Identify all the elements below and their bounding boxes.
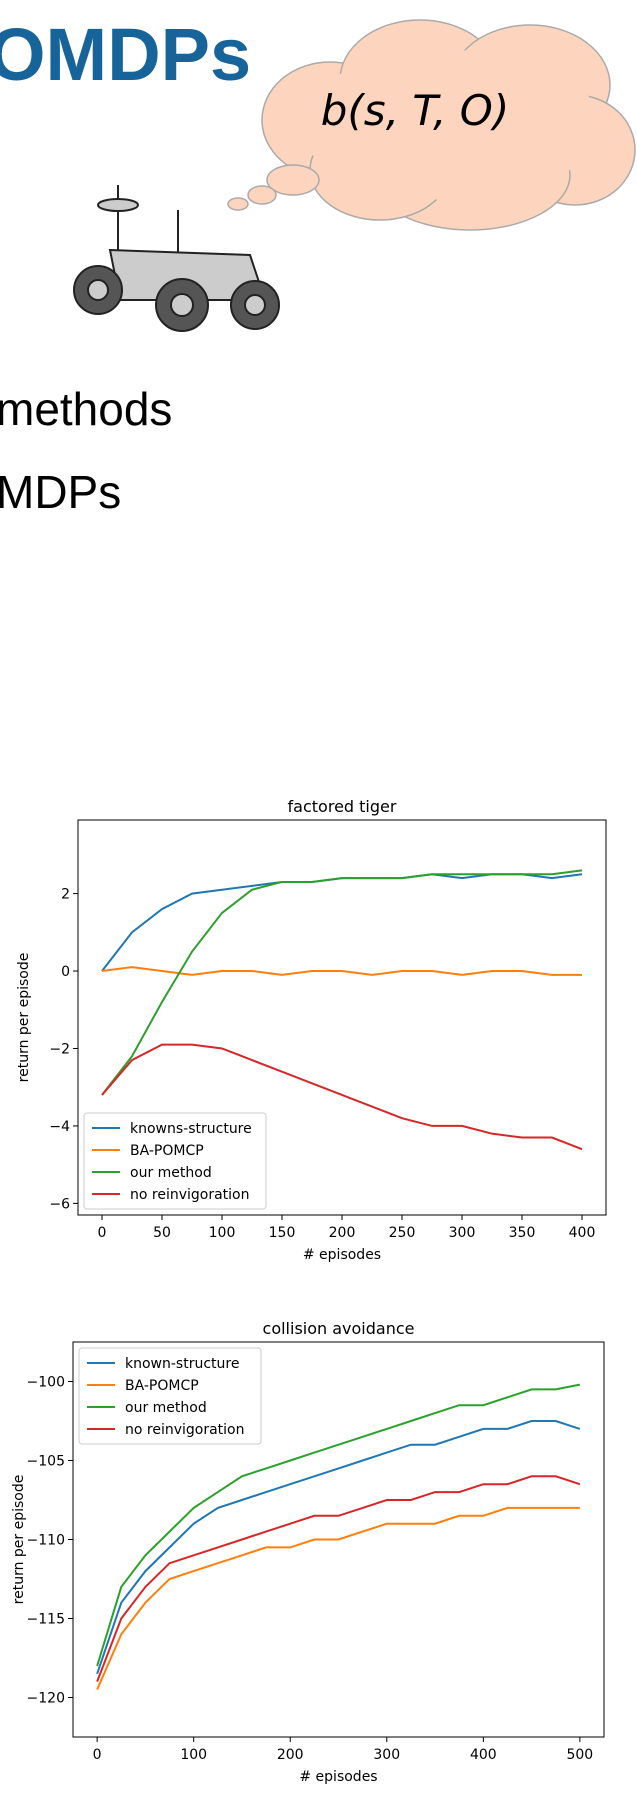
- legend-label: BA-POMCP: [130, 1143, 204, 1159]
- legend-label: no reinvigoration: [125, 1422, 245, 1438]
- chart-title: collision avoidance: [263, 1319, 415, 1338]
- x-tick-label: 100: [180, 1747, 207, 1763]
- x-tick-label: 200: [277, 1747, 304, 1763]
- x-tick-label: 150: [269, 1225, 296, 1241]
- series-line: [96, 1475, 581, 1683]
- x-tick-label: 400: [470, 1747, 497, 1763]
- y-tick-label: 0: [61, 964, 70, 980]
- rover-icon: [73, 185, 280, 332]
- x-axis-label: # episodes: [303, 1247, 381, 1263]
- legend-label: BA-POMCP: [125, 1378, 199, 1394]
- y-tick-label: −100: [27, 1375, 65, 1391]
- x-tick-label: 0: [93, 1747, 102, 1763]
- x-tick-label: 500: [566, 1747, 593, 1763]
- y-tick-label: −4: [49, 1119, 70, 1135]
- y-tick-label: −2: [49, 1041, 70, 1057]
- y-tick-label: −120: [27, 1691, 65, 1707]
- x-tick-label: 300: [449, 1225, 476, 1241]
- series-line: [96, 1506, 580, 1691]
- series-line: [101, 966, 582, 976]
- legend-box: [78, 1347, 262, 1445]
- x-tick-label: 350: [509, 1225, 536, 1241]
- y-tick-label: −115: [27, 1612, 65, 1628]
- x-axis-label: # episodes: [299, 1769, 377, 1785]
- y-tick-label: −6: [49, 1196, 70, 1212]
- slide-title: OMDPs: [0, 13, 251, 96]
- x-tick-label: 50: [153, 1225, 171, 1241]
- x-tick-label: 300: [373, 1747, 400, 1763]
- x-tick-label: 250: [389, 1225, 416, 1241]
- series-line: [96, 1420, 581, 1675]
- y-axis-label: return per episode: [11, 1475, 27, 1605]
- legend-label: no reinvigoration: [130, 1187, 250, 1203]
- plot-frame: [72, 1341, 605, 1738]
- series-line: [101, 1043, 583, 1151]
- x-tick-label: 0: [98, 1225, 107, 1241]
- y-tick-label: −105: [27, 1454, 65, 1470]
- y-tick-label: 2: [61, 887, 70, 903]
- bullet-text: methods: [0, 383, 172, 435]
- bullet-text: MDPs: [0, 466, 121, 518]
- legend-label: our method: [125, 1400, 207, 1416]
- x-tick-label: 400: [569, 1225, 596, 1241]
- plot-frame: [77, 819, 607, 1216]
- thought-text: b(s, T, O): [321, 86, 509, 135]
- x-tick-label: 100: [209, 1225, 236, 1241]
- series-line: [101, 873, 583, 972]
- legend-box: [83, 1112, 267, 1210]
- y-tick-label: −110: [27, 1533, 65, 1549]
- legend-label: knowns-structure: [130, 1121, 252, 1137]
- chart-title: factored tiger: [288, 797, 397, 816]
- legend-label: known-structure: [125, 1356, 239, 1372]
- y-axis-label: return per episode: [16, 953, 32, 1083]
- x-tick-label: 200: [329, 1225, 356, 1241]
- thought-cloud: [227, 19, 636, 231]
- legend-label: our method: [130, 1165, 212, 1181]
- series-line: [101, 869, 583, 1096]
- series-line: [96, 1383, 581, 1667]
